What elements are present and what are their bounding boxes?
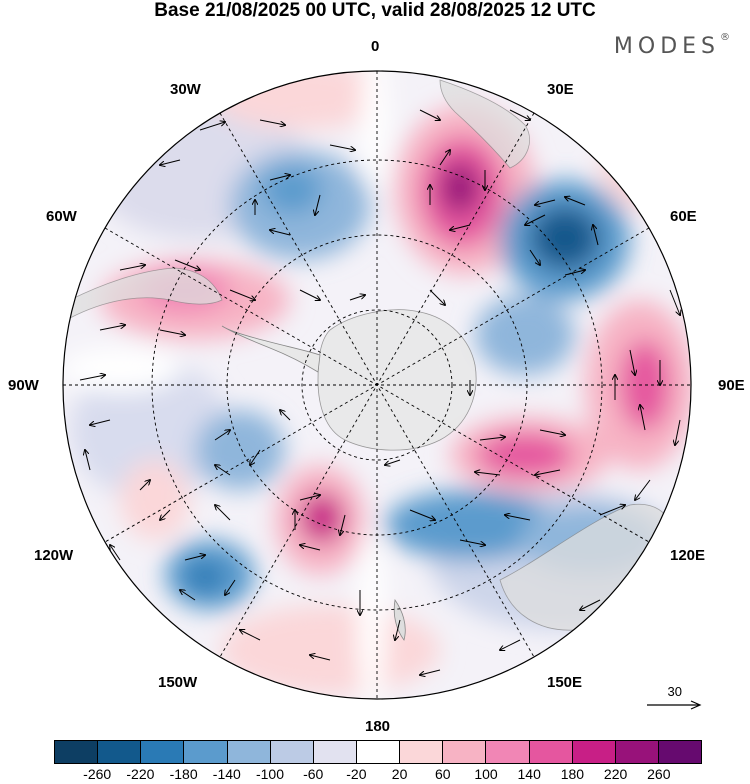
colorbar-tick-label: -180: [169, 766, 198, 782]
colorbar: [54, 740, 702, 764]
colorbar-tick-label: 100: [474, 766, 498, 782]
colorbar-tick-label: 140: [517, 766, 541, 782]
south-america: [69, 267, 223, 319]
colorbar-tick-label: 260: [647, 766, 671, 782]
lon-label-150w: 150W: [158, 674, 198, 691]
colorbar-tick-label: -140: [212, 766, 241, 782]
colorbar-swatch: [399, 741, 443, 763]
lon-label-90e: 90E: [718, 377, 745, 394]
colorbar-tick-label: -100: [255, 766, 285, 782]
colorbar-swatch: [183, 741, 227, 763]
lon-label-120e: 120E: [670, 547, 706, 564]
colorbar-swatch: [269, 741, 313, 763]
lon-label-120w: 120W: [34, 547, 74, 564]
colorbar-tick-label: -20: [346, 766, 367, 782]
modes-logo: MODES®: [613, 32, 730, 59]
colorbar-tick-label: 60: [435, 766, 451, 782]
colorbar-tick-label: -260: [83, 766, 112, 782]
lon-label-90w: 90W: [8, 377, 39, 394]
lon-label-30w: 30W: [170, 81, 201, 98]
africa: [439, 79, 530, 169]
antarctic-peninsula: [221, 325, 321, 373]
colorbar-swatch: [442, 741, 486, 763]
colorbar-swatch: [97, 741, 141, 763]
colorbar-swatch: [140, 741, 184, 763]
lon-label-60w: 60W: [46, 208, 77, 225]
colorbar-swatch: [657, 741, 702, 763]
colorbar-tick-label: 180: [560, 766, 585, 782]
lon-label-150e: 150E: [547, 674, 583, 691]
antarctica: [317, 309, 477, 451]
lon-label-30e: 30E: [547, 81, 574, 98]
chart-title: Base 21/08/2025 00 UTC, valid 28/08/2025…: [154, 0, 596, 21]
colorbar-swatch: [528, 741, 572, 763]
colorbar-swatch: [55, 741, 98, 763]
reference-vector-label: 30: [667, 684, 682, 699]
colorbar-swatch: [571, 741, 615, 763]
colorbar-labels: -260 -220 -180 -140 -100 -60 -20 20 60 100 140 180 2…: [0, 766, 750, 784]
lon-label-0: 0: [371, 38, 380, 55]
colorbar-swatch: [226, 741, 270, 763]
lon-label-180: 180: [365, 718, 391, 735]
reference-vector-arrow: [647, 700, 702, 710]
colorbar-swatch: [485, 741, 529, 763]
colorbar-swatch: [614, 741, 658, 763]
colorbar-tick-label: -60: [303, 766, 324, 782]
brand-name: MODES: [613, 34, 720, 59]
graticule: [63, 71, 691, 699]
colorbar-swatch: [355, 741, 400, 763]
lon-label-60e: 60E: [670, 208, 697, 225]
colorbar-tick-label: -220: [126, 766, 155, 782]
colorbar-swatch: [312, 741, 356, 763]
wind-vectors: [79, 109, 680, 675]
colorbar-tick-label: 220: [603, 766, 628, 782]
registered-mark: ®: [720, 32, 730, 43]
colorbar-tick-label: 20: [391, 766, 408, 782]
